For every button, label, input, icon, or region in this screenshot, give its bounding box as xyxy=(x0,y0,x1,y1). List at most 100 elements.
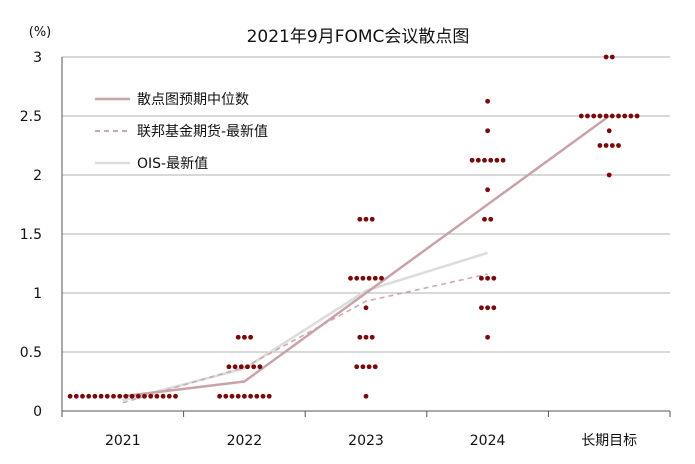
dot-4-1-8 xyxy=(628,113,634,119)
y-axis-unit-label: (%) xyxy=(29,25,52,40)
series-line-futures xyxy=(122,273,488,404)
dot-1-1-4 xyxy=(251,364,257,370)
dot-3-4-0 xyxy=(482,216,487,222)
dot-0-0-8 xyxy=(117,393,123,399)
dot-3-7-0 xyxy=(485,334,490,340)
dot-0-0-14 xyxy=(154,393,160,399)
dot-4-0-0 xyxy=(603,54,609,60)
y-tick-label-3: 1.5 xyxy=(20,227,42,243)
dot-0-0-13 xyxy=(148,393,154,399)
dot-0-0-0 xyxy=(67,393,73,399)
legend: 散点图预期中位数 联邦基金期货-最新值 OIS-最新值 xyxy=(95,92,268,172)
dot-4-1-7 xyxy=(622,113,628,119)
dot-1-1-5 xyxy=(257,364,263,370)
x-tick-label-4: 长期目标 xyxy=(581,433,637,449)
dot-3-6-0 xyxy=(479,305,484,311)
dot-1-1-3 xyxy=(245,364,250,370)
dot-2-1-0 xyxy=(348,275,353,281)
dot-2-1-5 xyxy=(379,275,384,281)
dot-2-3-0 xyxy=(357,334,363,340)
dot-markers xyxy=(67,54,640,399)
dot-4-1-2 xyxy=(591,113,597,119)
dot-0-0-10 xyxy=(129,393,135,399)
dot-0-0-9 xyxy=(123,393,129,399)
x-tick-label-2: 2023 xyxy=(348,433,384,449)
dot-2-3-2 xyxy=(369,334,375,340)
dot-2-2-0 xyxy=(363,305,369,311)
legend-label-ois: OIS-最新值 xyxy=(137,156,208,172)
dot-1-2-5 xyxy=(248,393,254,399)
series-line-median xyxy=(122,114,610,398)
dot-0-0-11 xyxy=(135,393,141,399)
dot-2-0-0 xyxy=(357,216,363,222)
dot-0-0-12 xyxy=(142,393,147,399)
dot-2-3-1 xyxy=(363,334,369,340)
dot-4-3-3 xyxy=(616,143,621,148)
dot-1-2-2 xyxy=(229,393,235,399)
chart-title: 2021年9月FOMC会议散点图 xyxy=(247,27,470,47)
x-tick-label-1: 2022 xyxy=(227,433,263,449)
dot-0-0-17 xyxy=(173,393,178,399)
dot-1-1-0 xyxy=(226,364,232,370)
dot-2-1-4 xyxy=(372,275,378,281)
dot-0-0-16 xyxy=(166,393,172,399)
dot-1-2-3 xyxy=(235,393,241,399)
dot-3-2-2 xyxy=(482,157,487,163)
dot-4-3-1 xyxy=(603,143,609,148)
dot-2-1-2 xyxy=(360,275,366,281)
dot-3-2-3 xyxy=(488,157,494,163)
dot-4-4-0 xyxy=(606,172,612,178)
dot-2-4-3 xyxy=(372,364,378,370)
dot-3-0-0 xyxy=(485,98,490,104)
dot-1-0-1 xyxy=(242,334,247,340)
legend-label-futures: 联邦基金期货-最新值 xyxy=(137,123,268,140)
dot-4-1-4 xyxy=(603,113,609,119)
dot-2-4-0 xyxy=(354,364,360,370)
dot-1-2-4 xyxy=(242,393,247,399)
dot-2-0-2 xyxy=(369,216,375,222)
y-tick-label-4: 2 xyxy=(33,168,42,184)
dot-3-5-2 xyxy=(491,275,497,281)
dot-0-0-5 xyxy=(98,393,104,399)
series-line-ois xyxy=(122,251,488,402)
dot-1-2-6 xyxy=(254,393,260,399)
dot-1-0-0 xyxy=(235,334,241,340)
dot-1-2-8 xyxy=(266,393,272,399)
dot-4-0-1 xyxy=(609,54,615,60)
dot-2-5-0 xyxy=(363,393,369,399)
dot-1-1-2 xyxy=(238,364,244,370)
dot-3-2-1 xyxy=(475,157,481,163)
dot-2-4-2 xyxy=(366,364,372,370)
dot-0-0-15 xyxy=(160,393,166,399)
dot-1-2-7 xyxy=(260,393,266,399)
dot-3-2-5 xyxy=(500,157,506,163)
dot-4-2-0 xyxy=(606,128,612,134)
y-tick-label-0: 0 xyxy=(33,404,42,420)
dot-2-0-1 xyxy=(363,216,369,222)
dot-4-1-9 xyxy=(634,113,640,119)
dot-4-1-0 xyxy=(578,113,584,119)
y-axis-ticks: 0 0.5 1 1.5 2 2.5 3 xyxy=(20,50,42,420)
gridlines xyxy=(62,56,670,353)
dot-4-1-6 xyxy=(616,113,621,119)
dot-4-1-5 xyxy=(609,113,615,119)
dot-0-0-4 xyxy=(92,393,98,399)
dot-3-5-0 xyxy=(479,275,484,281)
dot-3-2-0 xyxy=(469,157,475,163)
dot-3-1-0 xyxy=(485,128,490,134)
dot-2-1-3 xyxy=(366,275,372,281)
dot-0-0-6 xyxy=(104,393,110,399)
legend-label-median: 散点图预期中位数 xyxy=(137,92,249,108)
x-tick-label-3: 2024 xyxy=(470,433,506,449)
dot-3-4-1 xyxy=(488,216,494,222)
dot-3-6-2 xyxy=(491,305,497,311)
dot-0-0-1 xyxy=(73,393,79,399)
dot-3-5-1 xyxy=(485,275,490,281)
dot-1-2-0 xyxy=(217,393,223,399)
y-tick-label-1: 0.5 xyxy=(20,345,42,361)
dot-1-2-1 xyxy=(223,393,229,399)
dot-2-1-1 xyxy=(354,275,360,281)
dot-0-0-7 xyxy=(111,393,116,399)
dot-3-6-1 xyxy=(485,305,490,311)
dot-1-0-2 xyxy=(248,334,254,340)
